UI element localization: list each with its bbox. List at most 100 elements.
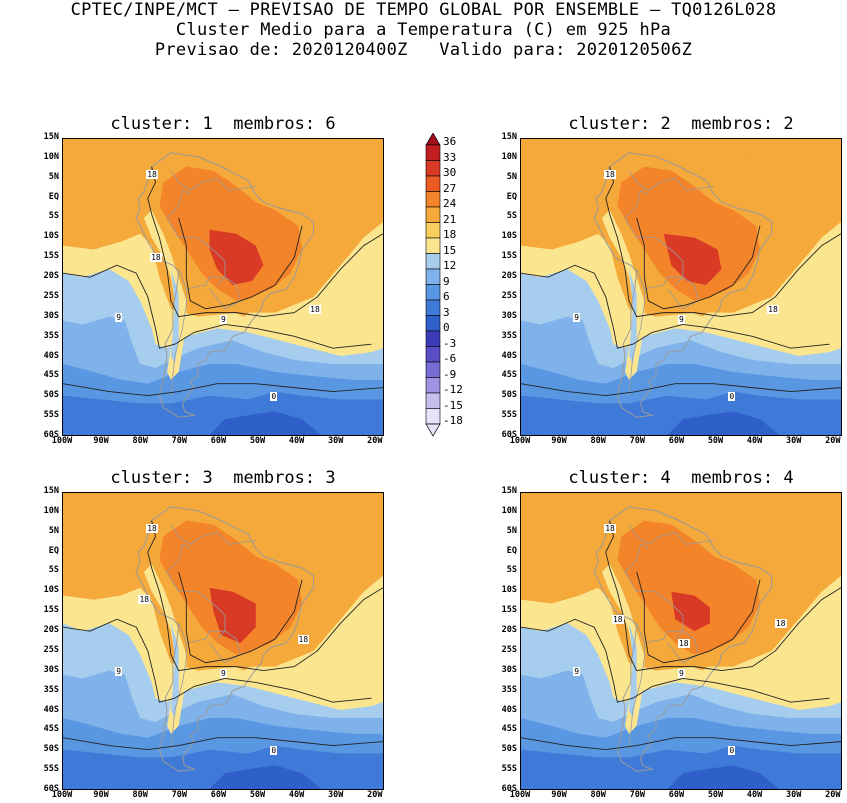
temperature-field	[521, 139, 841, 435]
lat-tick-label: 55S	[501, 764, 517, 775]
lat-tick-label: 45S	[43, 724, 59, 735]
lon-tick-label: 100W	[509, 436, 531, 446]
isotherm-line	[63, 618, 372, 703]
lon-tick-label: 70W	[171, 790, 187, 800]
contour-label: 9	[219, 314, 227, 324]
lon-tick-label: 20W	[367, 790, 383, 800]
colorbar-swatch	[425, 206, 441, 223]
contour-label: 9	[573, 666, 581, 676]
lat-tick-label: 5S	[48, 211, 59, 222]
isotherm-line	[521, 383, 841, 397]
colorbar-tick-label: -3	[443, 336, 457, 350]
lat-tick-label: 60S	[43, 430, 59, 440]
lat-tick-label: 10S	[501, 231, 517, 242]
figure-title-line-3: Previsao de: 2020120400Z Valido para: 20…	[154, 40, 693, 60]
contour-label: 18	[297, 635, 310, 644]
lon-tick-label: 40W	[746, 436, 763, 446]
colorbar-tick-label: 3	[443, 305, 450, 319]
colorbar-tick-label: -12	[443, 383, 463, 396]
lat-tick-label: 25S	[43, 644, 59, 655]
isotherm-line	[636, 571, 761, 664]
contour-label: 9	[115, 666, 123, 676]
band-24-27-north	[278, 493, 303, 509]
temperature-field	[63, 139, 383, 435]
colorbar-swatch	[425, 377, 441, 394]
lat-tick-label: 60S	[43, 784, 59, 794]
colorbar-swatch	[425, 330, 441, 347]
contour-label: 18	[767, 304, 779, 314]
colorbar-swatch	[425, 160, 441, 177]
lat-tick-label: 5S	[506, 211, 517, 222]
country-border	[628, 170, 714, 191]
lon-tick-label: 40W	[288, 790, 305, 800]
contour-label: 9	[677, 668, 685, 678]
map-panel-cluster-4: 18 18 18 18 9 9 0	[520, 492, 842, 790]
country-border	[186, 630, 225, 644]
band-30-33	[209, 229, 264, 286]
lon-tick-label: 80W	[590, 436, 606, 446]
map-panel-cluster-2: 18 18 9 9 0	[520, 138, 842, 436]
panel-title-cluster-2: cluster: 2 membros: 2	[568, 114, 794, 134]
lat-tick-label: EQ	[48, 545, 59, 556]
contour-label: 0	[728, 392, 736, 402]
lon-tick-label: 90W	[551, 790, 567, 800]
colorbar-swatch	[425, 408, 441, 425]
figure-title-line-1: CPTEC/INPE/MCT – PREVISAO DE TEMPO GLOBA…	[70, 0, 777, 20]
colorbar-swatch	[425, 346, 441, 363]
lat-tick-label: 5N	[506, 525, 517, 536]
colorbar-swatch	[425, 191, 441, 208]
contour-label: 18	[150, 253, 162, 263]
isotherm-line	[63, 383, 383, 397]
lon-tick-label: 20W	[825, 790, 841, 800]
contour-label: 9	[677, 314, 685, 324]
country-border	[624, 543, 684, 640]
colorbar-swatch	[425, 237, 441, 254]
lon-tick-label: 50W	[249, 436, 266, 446]
colorbar-swatch	[425, 144, 441, 161]
lat-tick-label: EQ	[506, 545, 517, 556]
lon-tick-label: 50W	[707, 436, 724, 446]
panel-title-cluster-4: cluster: 4 membros: 4	[568, 468, 794, 488]
lat-tick-label: 40S	[43, 350, 59, 361]
lat-tick-label: 15S	[501, 605, 517, 616]
lon-tick-label: 30W	[786, 790, 802, 800]
andes-9-12	[628, 623, 637, 718]
contour-label: 18	[146, 523, 158, 533]
colorbar-tick-label: 30	[443, 166, 457, 179]
colorbar-tick-label: 18	[443, 228, 457, 241]
lat-tick-label: 10N	[501, 151, 517, 162]
lon-tick-label: 40W	[746, 790, 763, 800]
band-24-27-north	[736, 493, 761, 509]
country-border	[166, 189, 226, 286]
isotherm-line	[605, 520, 841, 672]
lat-tick-label: 15N	[43, 132, 59, 142]
lat-tick-label: 40S	[501, 704, 517, 715]
country-border	[170, 524, 256, 545]
lat-tick-label: 45S	[43, 370, 59, 381]
lat-tick-label: 30S	[501, 310, 517, 321]
lon-tick-label: 90W	[93, 436, 109, 446]
colorbar-swatch	[425, 222, 441, 239]
contour-label: 0	[270, 392, 278, 402]
colorbar-tick-label: 9	[443, 274, 450, 288]
lon-tick-label: 70W	[629, 790, 645, 800]
lon-tick-label: 90W	[551, 436, 567, 446]
colorbar-tick-label: 33	[443, 150, 457, 164]
panel-title-cluster-3: cluster: 3 membros: 3	[110, 468, 336, 488]
lat-tick-label: 20S	[501, 271, 517, 282]
contour-label: 18	[146, 169, 158, 179]
andes-9-12	[628, 269, 637, 364]
colorbar-swatches	[425, 132, 441, 437]
colorbar-tick-label: -6	[443, 352, 457, 365]
lat-tick-label: EQ	[506, 191, 517, 202]
lon-tick-label: 100W	[51, 790, 73, 800]
lon-tick-label: 70W	[171, 436, 187, 446]
lon-tick-label: 30W	[328, 436, 344, 446]
lat-tick-label: 10N	[43, 505, 59, 516]
colorbar-bottom-arrow	[425, 423, 441, 437]
lat-tick-label: 10S	[43, 585, 59, 596]
country-border	[628, 524, 714, 545]
andes-9-12	[170, 623, 179, 718]
contour-label: 18	[611, 615, 624, 625]
lat-tick-label: 35S	[501, 684, 517, 695]
